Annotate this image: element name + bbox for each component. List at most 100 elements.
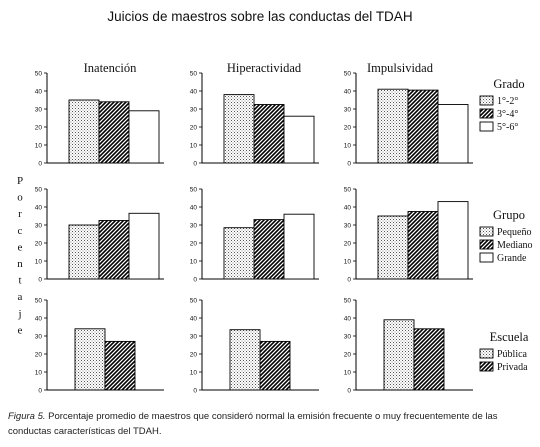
y-tick-label: 20 (190, 351, 198, 358)
y-tick-label: 20 (35, 240, 43, 247)
bar-Pública (229, 329, 261, 391)
panel-grado-1: 0 10 20 30 40 50 (190, 70, 319, 167)
y-tick-label: 50 (344, 297, 352, 304)
y-tick-label: 30 (190, 333, 198, 340)
y-tick-label: 50 (35, 297, 43, 304)
y-tick-label: 20 (190, 124, 198, 131)
y-axis-label-letter: t (18, 275, 21, 287)
legend-swatch (479, 226, 494, 237)
y-tick-label: 30 (190, 222, 198, 229)
y-axis-label-letter: a (18, 291, 23, 303)
y-tick-label: 0 (38, 160, 42, 167)
y-tick-label: 50 (344, 70, 352, 77)
y-tick-label: 10 (35, 142, 43, 149)
y-tick-label: 40 (35, 88, 43, 95)
figure-caption: Figura 5. Porcentaje promedio de maestro… (8, 409, 528, 439)
y-axis-label-letter: o (17, 192, 23, 204)
y-tick-label: 30 (35, 106, 43, 113)
bar-Pequeño (68, 224, 100, 280)
bar-1°-2° (377, 88, 409, 164)
legend-swatch (479, 95, 494, 106)
bar-3°-4° (253, 104, 285, 164)
y-tick-label: 50 (35, 70, 43, 77)
legend-swatch (479, 108, 494, 119)
bar-Privada (413, 328, 445, 391)
y-tick-label: 30 (35, 222, 43, 229)
y-tick-label: 40 (344, 315, 352, 322)
y-tick-label: 0 (347, 387, 351, 394)
legend-entry: Pequeño (497, 227, 531, 238)
bar-Pública (383, 319, 415, 391)
legend-escuela: Escuela Pública Privada (479, 330, 529, 373)
y-tick-label: 30 (190, 106, 198, 113)
y-tick-label: 0 (38, 387, 42, 394)
y-axis-label-letter: r (18, 208, 22, 220)
panel-grado-0: 0 10 20 30 40 50 (35, 70, 164, 167)
bar-Mediano (98, 220, 130, 280)
legend-entry: 1°-2° (497, 96, 518, 107)
bar-Grande (283, 213, 315, 280)
y-axis-label: Porcentaje (17, 175, 23, 336)
y-tick-label: 10 (344, 142, 352, 149)
legend-entry: 3°-4° (497, 109, 518, 120)
bar-5°-6° (437, 104, 469, 164)
legend-swatch (479, 252, 494, 263)
y-tick-label: 50 (190, 297, 198, 304)
legend-title: Grupo (493, 208, 525, 222)
legend-swatch (479, 121, 494, 132)
bar-Pública (74, 328, 106, 391)
y-tick-label: 50 (190, 186, 198, 193)
y-tick-label: 0 (193, 387, 197, 394)
bar-3°-4° (407, 89, 439, 164)
y-axis-label-letter: c (18, 225, 23, 237)
y-tick-label: 10 (190, 369, 198, 376)
y-tick-label: 10 (35, 369, 43, 376)
y-tick-label: 50 (344, 186, 352, 193)
legend-title: Escuela (490, 330, 529, 344)
y-tick-label: 50 (35, 186, 43, 193)
legend-entry: Privada (497, 362, 528, 373)
y-tick-label: 40 (344, 88, 352, 95)
y-tick-label: 20 (190, 240, 198, 247)
y-tick-label: 10 (344, 258, 352, 265)
legends: Grado1°-2°3°-4°5°-6°GrupoPequeñoMedianoG… (479, 77, 533, 373)
y-tick-label: 20 (344, 240, 352, 247)
y-tick-label: 30 (35, 333, 43, 340)
panel-grupo-1: 0 10 20 30 40 50 (190, 186, 319, 283)
bar-Grande (437, 201, 469, 280)
y-axis-label-letter: n (17, 258, 23, 270)
panel-grupo-0: 0 10 20 30 40 50 (35, 186, 164, 283)
y-tick-label: 40 (35, 204, 43, 211)
column-title-hiperactividad: Hiperactividad (227, 61, 302, 75)
bar-5°-6° (128, 110, 160, 164)
y-tick-label: 0 (347, 160, 351, 167)
bar-3°-4° (98, 101, 130, 164)
bar-5°-6° (283, 115, 315, 164)
bar-1°-2° (68, 99, 100, 164)
panel-grupo-2: 0 10 20 30 40 50 (344, 186, 473, 283)
y-tick-label: 0 (193, 276, 197, 283)
panels: 0 10 20 30 40 50 0 10 20 30 40 50 0 10 20 30 40 50 0 10 20 30… (35, 70, 473, 394)
bar-Pequeño (377, 215, 409, 280)
y-tick-label: 30 (344, 333, 352, 340)
legend-entry: Grande (497, 253, 527, 264)
y-tick-label: 10 (190, 142, 198, 149)
panel-escuela-2: 0 10 20 30 40 50 (344, 297, 473, 394)
bar-Privada (104, 340, 136, 391)
legend-swatch (479, 361, 494, 372)
y-tick-label: 0 (347, 276, 351, 283)
caption-label: Figura 5. (8, 411, 46, 422)
legend-entry: Mediano (497, 240, 533, 251)
bar-Mediano (407, 211, 439, 280)
y-tick-label: 20 (344, 124, 352, 131)
y-tick-label: 40 (190, 88, 198, 95)
y-tick-label: 0 (193, 160, 197, 167)
y-tick-label: 40 (344, 204, 352, 211)
y-axis-label-letter: e (18, 324, 23, 336)
y-tick-label: 10 (35, 258, 43, 265)
legend-grado: Grado 1°-2° 3°-4° 5°-6° (479, 77, 525, 133)
bar-Pequeño (223, 227, 255, 280)
y-tick-label: 20 (35, 351, 43, 358)
y-tick-label: 20 (35, 124, 43, 131)
